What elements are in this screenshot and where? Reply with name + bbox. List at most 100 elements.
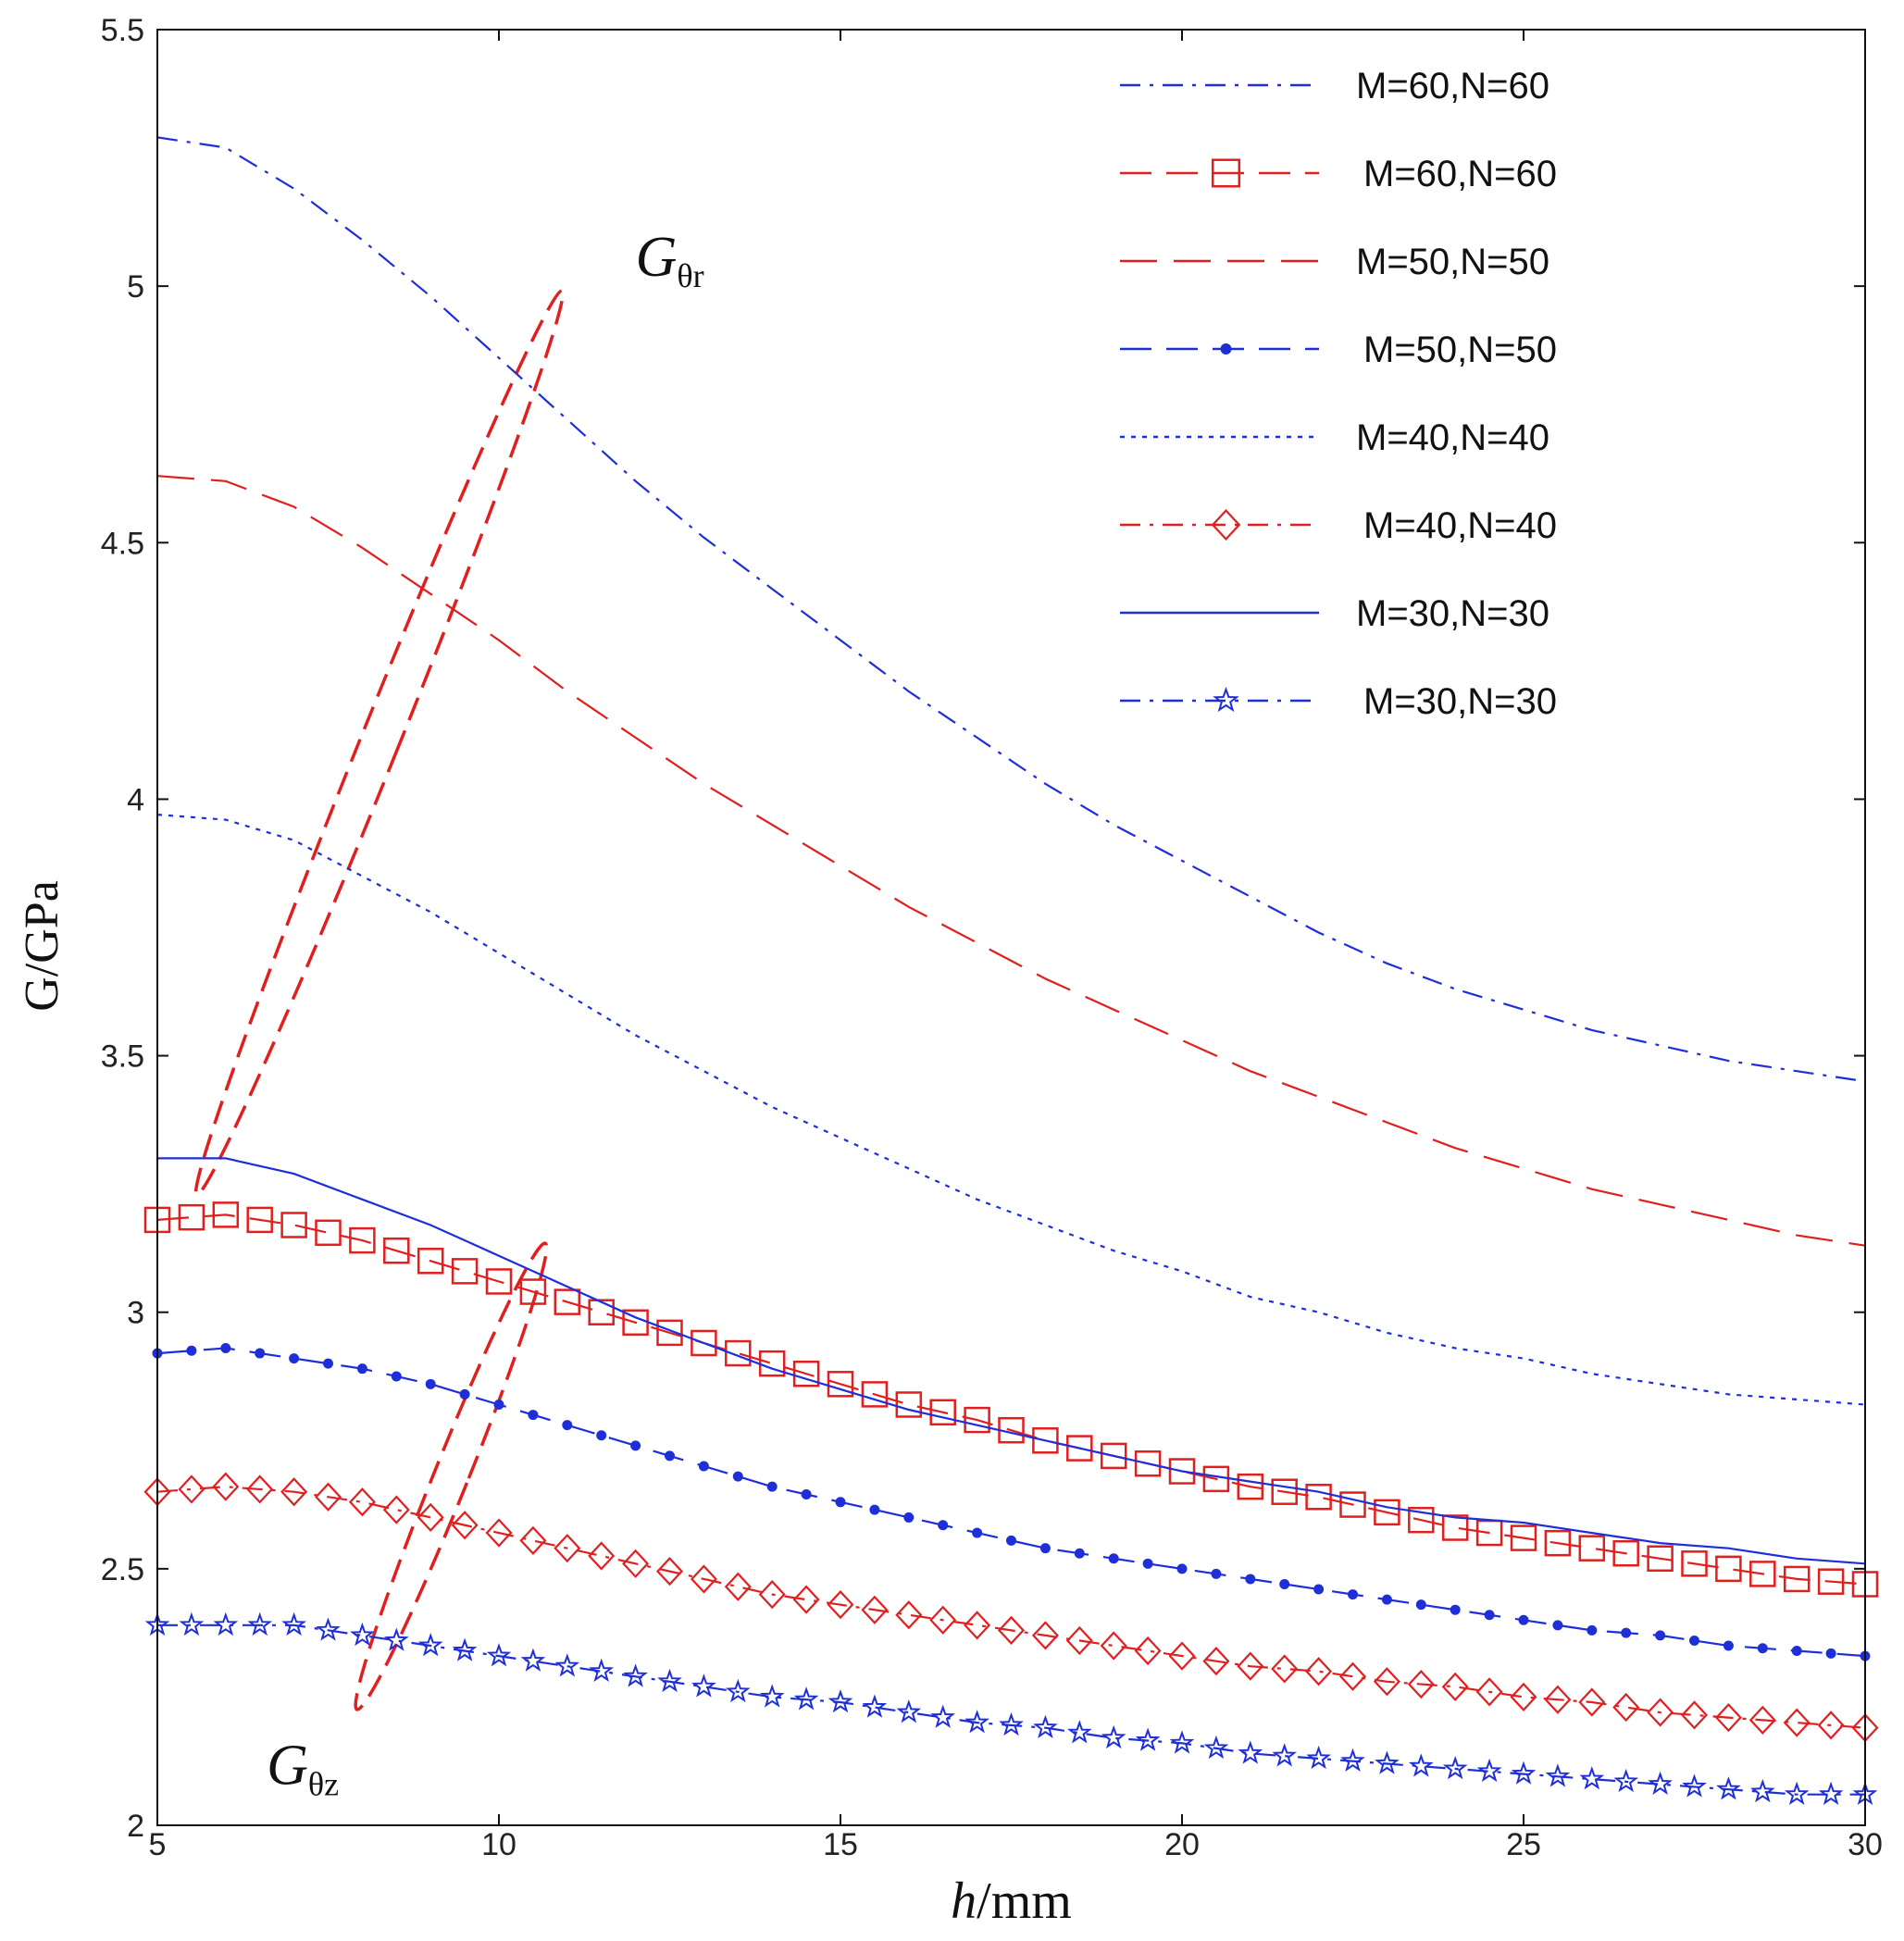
- group-ellipse-0: [193, 289, 565, 1197]
- star-marker: [862, 1694, 888, 1718]
- dot-marker: [766, 1481, 778, 1492]
- diamond-marker: [1031, 1621, 1059, 1650]
- series-2-Gθr: [156, 475, 1866, 1247]
- star-marker: [1818, 1781, 1844, 1805]
- dot-marker: [391, 1371, 402, 1382]
- series-line: [157, 1624, 1865, 1796]
- star-marker: [554, 1653, 580, 1677]
- star-marker: [1066, 1720, 1092, 1744]
- dot-marker: [1220, 343, 1232, 355]
- square-marker: [451, 1258, 479, 1285]
- dot-marker: [903, 1512, 915, 1523]
- plot-frame: [156, 29, 1866, 1826]
- x-axis-label-unit: /mm: [977, 1873, 1072, 1930]
- diamond-marker: [1612, 1692, 1640, 1723]
- square-marker: [725, 1339, 752, 1367]
- square-marker: [1134, 1450, 1162, 1477]
- star-marker: [383, 1627, 409, 1651]
- legend-entry-4: M=40,N=40: [1120, 417, 1549, 458]
- y-tick-label: 3: [127, 1296, 144, 1331]
- legend-label: M=40,N=40: [1363, 505, 1557, 546]
- series-0-Gθr: [156, 136, 1866, 1083]
- diamond-marker: [655, 1557, 684, 1586]
- star-marker: [1613, 1768, 1638, 1793]
- legend-label: M=60,N=60: [1356, 66, 1549, 106]
- series-1-Gθz: [143, 1201, 1879, 1598]
- square-marker: [827, 1371, 854, 1398]
- dot-marker: [801, 1488, 812, 1499]
- dot-marker: [596, 1430, 607, 1441]
- series-lines: [143, 136, 1879, 1805]
- star-marker: [1511, 1761, 1537, 1785]
- star-marker: [1375, 1750, 1400, 1774]
- star-marker: [247, 1611, 273, 1636]
- star-marker: [1272, 1743, 1297, 1767]
- dot-marker: [1484, 1610, 1495, 1621]
- star-marker: [793, 1686, 819, 1711]
- square-marker: [1612, 1539, 1639, 1567]
- diamond-marker: [1168, 1641, 1196, 1671]
- dot-marker: [1587, 1624, 1598, 1636]
- square-marker: [861, 1381, 889, 1408]
- dot-marker: [1655, 1630, 1666, 1641]
- series-line: [156, 475, 1866, 1247]
- square-marker: [383, 1237, 410, 1264]
- dot-marker: [1552, 1620, 1563, 1631]
- annotation-1: Gθz: [267, 1735, 339, 1803]
- axes: 5 10 15 20 25 30 2 2.5 3 3.5 4 4.5 5 5.5 h/mm G/GPa: [16, 13, 1883, 1930]
- dot-marker: [1518, 1614, 1529, 1625]
- legend: M=60,N=60 M=60,N=60 M=50,N=50 M=50,N=50 M=40…: [1120, 66, 1557, 722]
- dot-marker: [1108, 1553, 1119, 1564]
- dot-marker: [1723, 1640, 1734, 1651]
- legend-label: M=50,N=50: [1363, 330, 1557, 370]
- dot-marker: [1381, 1594, 1392, 1605]
- square-marker: [1441, 1514, 1469, 1541]
- series-line: [156, 136, 1866, 1083]
- diamond-marker: [622, 1549, 650, 1578]
- star-marker: [726, 1678, 751, 1703]
- square-marker: [1066, 1435, 1093, 1462]
- dot-marker: [562, 1420, 573, 1431]
- star-marker: [589, 1658, 615, 1682]
- dot-marker: [1313, 1584, 1325, 1595]
- legend-label: M=50,N=50: [1356, 242, 1549, 282]
- annotation-main: G: [267, 1735, 308, 1798]
- dot-marker: [1757, 1643, 1768, 1654]
- series-4-Gθr: [156, 814, 1866, 1406]
- square-marker: [1715, 1555, 1742, 1583]
- dot-marker: [1142, 1558, 1153, 1569]
- diamond-marker: [451, 1511, 479, 1540]
- square-marker: [1544, 1529, 1572, 1557]
- star-marker: [1682, 1773, 1707, 1798]
- dot-marker: [1176, 1563, 1188, 1574]
- series-7-Gθz: [144, 1611, 1878, 1805]
- legend-entry-3: M=50,N=50: [1120, 330, 1557, 370]
- star-marker: [316, 1617, 341, 1641]
- dot-marker: [289, 1353, 300, 1364]
- diamond-marker: [929, 1605, 957, 1635]
- dot-marker: [1825, 1648, 1836, 1659]
- diamond-marker: [964, 1611, 991, 1640]
- square-marker: [1817, 1568, 1845, 1595]
- series-6-Gθr: [157, 1157, 1866, 1565]
- y-tick-label: 4: [127, 782, 144, 817]
- diamond-marker: [1407, 1669, 1435, 1699]
- diamond-marker: [1578, 1687, 1606, 1717]
- star-marker: [520, 1648, 546, 1672]
- diamond-marker: [417, 1502, 444, 1533]
- square-marker: [349, 1226, 376, 1254]
- star-marker: [1648, 1771, 1673, 1795]
- star-marker: [179, 1611, 205, 1636]
- square-marker: [691, 1329, 717, 1357]
- diamond-marker: [895, 1600, 923, 1630]
- square-marker: [1578, 1535, 1606, 1562]
- diamond-marker: [1475, 1677, 1503, 1707]
- star-marker: [1033, 1714, 1058, 1738]
- legend-entry-6: M=30,N=30: [1120, 593, 1549, 634]
- dot-marker: [459, 1388, 470, 1400]
- dot-marker: [1791, 1646, 1802, 1657]
- dot-marker: [938, 1520, 949, 1531]
- star-marker: [1750, 1779, 1775, 1803]
